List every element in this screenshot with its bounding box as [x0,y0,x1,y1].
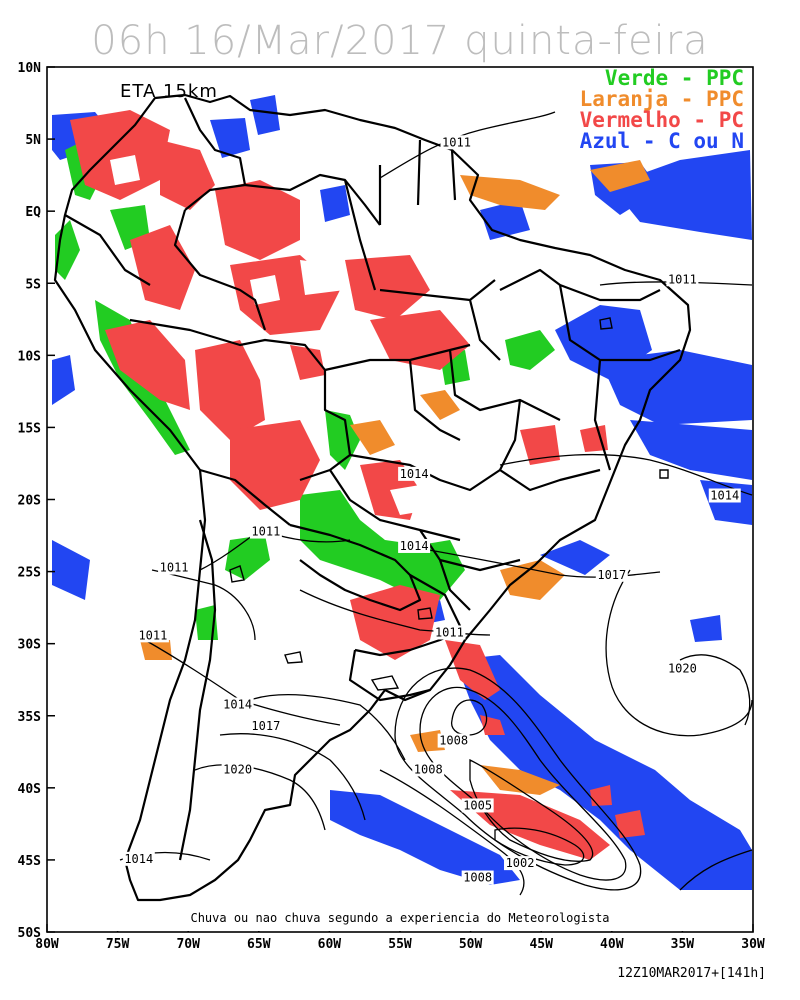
isobar-label: 1014 [710,489,739,503]
border-ecuador-peru [64,214,151,286]
run-info: 12Z10MAR2017+[141h] [617,966,766,981]
legend: Verde - PPC Laranja - PPC Vermelho - PC … [580,66,744,153]
lat-label: 5N [25,133,41,148]
lon-label: 55W [388,937,412,952]
isobar-label: 1008 [463,871,492,885]
lat-label: 20S [18,494,42,509]
border-paraguay [289,523,422,612]
caption-box [48,904,752,931]
lat-label: 35S [18,710,42,725]
isobar-label: 1011 [251,525,280,539]
lat-label: 15S [18,421,42,436]
legend-red: Vermelho - PC [580,108,744,132]
isobar-label: 1008 [414,762,443,776]
isobar-label-bg [433,625,466,640]
isobar-label: 1017 [597,568,626,582]
isobar-label-bg [249,719,282,734]
isobar-label-bg [595,567,628,582]
lat-label: 50S [18,926,42,941]
isobar-label: 1014 [400,467,429,481]
isobar-labels: 1011 1011 1014 1014 1014 1011 1011 1017 1011 1011… [122,135,741,885]
border-venezuela-colombia [184,97,247,211]
isobar-label-bg [666,661,699,676]
isobar-label-bg [158,560,191,575]
border-argentina-chile [178,519,217,861]
islands-and-lakes [229,317,669,691]
lon-label: 65W [247,937,271,952]
lon-label: 75W [106,937,130,952]
lat-label: 25S [18,566,42,581]
border-colombia-brazil-peru [173,209,267,331]
lon-label: 60W [318,937,342,952]
brazil-states-north [343,179,661,361]
border-uruguay [348,649,431,702]
coastline-and-borders [53,93,692,902]
isobar-label: 1014 [223,698,252,712]
isobar-label-bg [122,851,155,866]
isobar-label: 1011 [138,628,167,642]
isobar-label-bg [412,762,445,777]
isobar-label: 1008 [439,734,468,748]
longitude-labels: 80W 75W 70W 65W 60W 55W 50W 45W 40W 35W 30W [35,937,765,952]
lat-label: 40S [18,782,42,797]
lat-label: 30S [18,638,42,653]
isobar-label: 1020 [668,662,697,676]
isobar-label-bg [504,856,537,871]
isobar-label-bg [221,697,254,712]
legend-orange: Laranja - PPC [580,87,744,111]
isobar-label: 1011 [160,561,189,575]
lat-label: 5S [25,277,41,292]
isobar-label: 1011 [442,135,471,149]
isobar-label-bg [461,870,494,885]
lat-label: 45S [18,854,42,869]
lon-label: 70W [176,937,200,952]
brazil-states-south [329,453,521,611]
isobar-label: 1002 [506,856,535,870]
border-bolivia-chile [199,468,291,526]
lat-label: 10S [18,349,42,364]
isobar-label-bg [708,488,741,503]
isobar-label-bg [249,524,282,539]
lat-label: EQ [25,205,41,220]
legend-green: Verde - PPC [605,66,744,90]
brazil-states-center [324,343,601,492]
isobar-label: 1020 [223,762,252,776]
lon-label: 35W [671,937,695,952]
isobar-label-bg [461,798,494,813]
isobar-label-bg [437,733,470,748]
isobar-label-bg [398,538,431,553]
isobar-label: 1017 [251,719,280,733]
brazil-states-east [558,284,681,471]
legend-blue: Azul - C ou N [580,129,744,153]
precipitation-layer [52,95,752,890]
isobar-label-bg [221,762,254,777]
lat-label: 10N [18,61,42,76]
isobar-label: 1014 [124,852,153,866]
lon-label: 40W [600,937,624,952]
isobar-label-bg [136,628,169,643]
map-title: 06h 16/Mar/2017 quinta-feira [91,18,709,64]
border-argentina-brazil-uruguay [354,574,464,657]
isobar-label: 1011 [668,272,697,286]
isobar-label-bg [440,135,473,150]
isobar-label-bg [666,272,699,287]
caption: Chuva ou nao chuva segundo a experiencia… [190,911,609,925]
isobar-label: 1005 [463,798,492,812]
lon-label: 80W [35,937,59,952]
model-label: ETA 15km [120,81,218,102]
border-guianas [378,139,457,225]
isobar-label-bg [398,466,431,481]
isobar-label: 1014 [400,539,429,553]
orange-areas [140,160,650,795]
lon-label: 50W [459,937,483,952]
border-venezuela-brazil [244,173,381,226]
isobar-label: 1011 [435,625,464,639]
latitude-labels: 10N 5N EQ 5S 10S 15S 20S 25S 30S 35S 40S 45S 50S [18,61,42,941]
lon-label: 30W [741,937,765,952]
red-areas [70,110,645,860]
lon-label: 45W [529,937,553,952]
